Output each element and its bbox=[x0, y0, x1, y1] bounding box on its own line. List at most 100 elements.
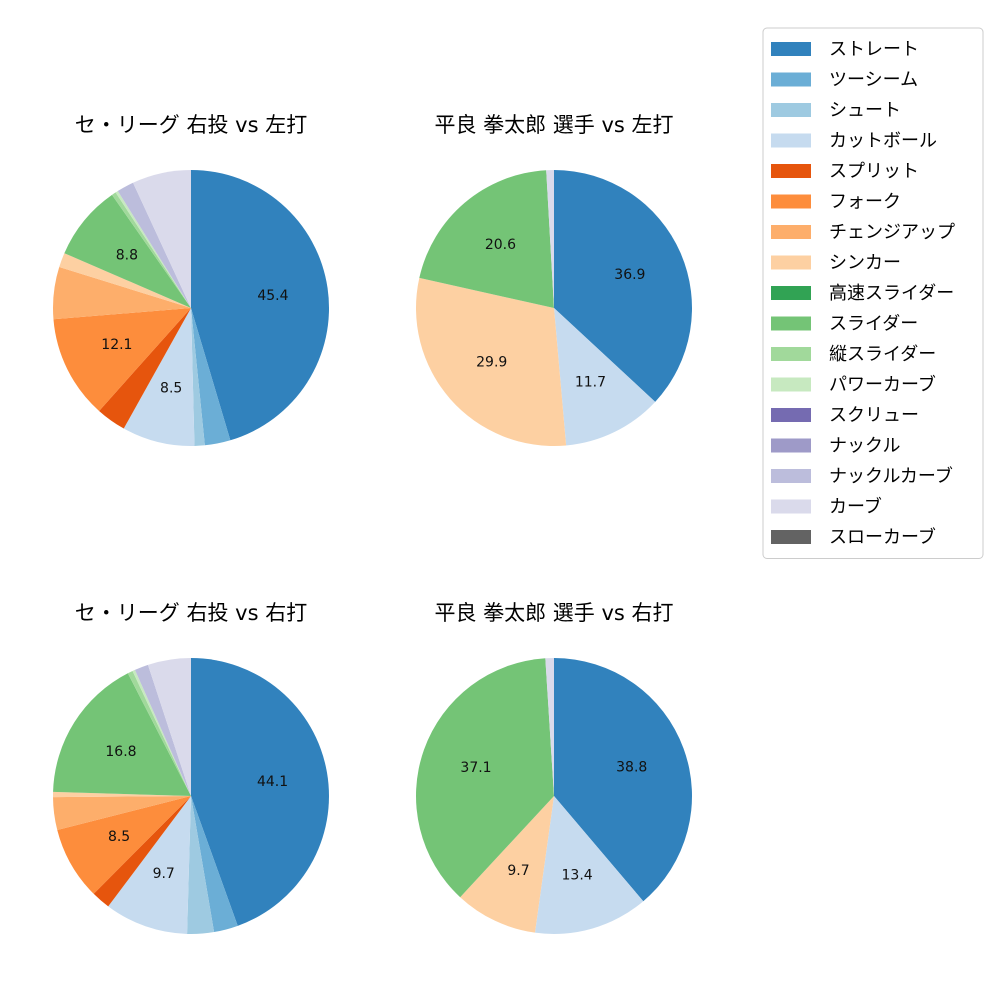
legend-swatch bbox=[771, 225, 811, 239]
legend-swatch bbox=[771, 530, 811, 544]
panel-title: セ・リーグ 右投 vs 右打 bbox=[75, 601, 307, 625]
slice-value-label: 9.7 bbox=[153, 866, 175, 882]
legend-swatch bbox=[771, 42, 811, 56]
slice-value-label: 8.5 bbox=[108, 829, 130, 845]
legend-swatch bbox=[771, 164, 811, 178]
pie-slice bbox=[546, 170, 554, 308]
legend-swatch bbox=[771, 316, 811, 331]
pie-slice bbox=[53, 673, 192, 796]
pie-slice bbox=[460, 796, 554, 933]
panel-title: 平良 拳太郎 選手 vs 左打 bbox=[434, 113, 673, 137]
legend-item: スライダー bbox=[771, 314, 918, 335]
slice-value-label: 13.4 bbox=[562, 868, 593, 884]
pie-slice bbox=[554, 658, 692, 902]
legend-item: スローカーブ bbox=[771, 526, 936, 548]
legend-item: ナックル bbox=[771, 436, 900, 457]
legend-label: スクリュー bbox=[829, 405, 919, 426]
pie-slice bbox=[554, 170, 692, 402]
pie-slice bbox=[147, 658, 191, 796]
legend: ストレートツーシームシュートカットボールスプリットフォークチェンジアップシンカー… bbox=[762, 27, 984, 559]
pie-slice bbox=[134, 664, 191, 796]
pie-slice bbox=[419, 170, 554, 308]
pie-slice bbox=[108, 796, 191, 934]
legend-label: スローカーブ bbox=[829, 526, 936, 548]
legend-swatch bbox=[771, 255, 811, 270]
slice-value-label: 8.5 bbox=[160, 380, 182, 396]
legend-item: カーブ bbox=[771, 496, 882, 518]
legend-swatch bbox=[771, 194, 811, 209]
slice-value-label: 36.9 bbox=[614, 267, 645, 283]
legend-item: シンカー bbox=[771, 253, 901, 274]
pie-slice bbox=[191, 308, 205, 446]
pie-slice bbox=[191, 308, 231, 446]
legend-item: ナックルカーブ bbox=[771, 465, 953, 487]
slice-value-label: 9.7 bbox=[507, 863, 529, 879]
pie-slice bbox=[127, 671, 191, 796]
slice-value-label: 44.1 bbox=[257, 774, 288, 790]
legend-swatch bbox=[771, 286, 811, 300]
legend-label: カットボール bbox=[829, 131, 937, 152]
pie-panel-1: セ・リーグ 右投 vs 左打 45.4 8.5 12.1 8.8 bbox=[53, 113, 330, 447]
panel-title: 平良 拳太郎 選手 vs 右打 bbox=[434, 601, 673, 625]
legend-item: パワーカーブ bbox=[771, 374, 936, 396]
legend-swatch bbox=[771, 469, 811, 483]
slice-value-label: 12.1 bbox=[101, 337, 132, 353]
pie-panel-3: セ・リーグ 右投 vs 右打 44.1 9.7 8.5 16.8 bbox=[52, 601, 329, 934]
pie-panel-2: 平良 拳太郎 選手 vs 左打 36.9 11.7 29.9 20.6 bbox=[415, 113, 692, 447]
legend-item: 縦スライダー bbox=[771, 344, 936, 365]
legend-item: シュート bbox=[771, 100, 901, 121]
legend-item: チェンジアップ bbox=[771, 222, 955, 243]
legend-item: フォーク bbox=[771, 192, 901, 213]
pie-slice bbox=[123, 308, 195, 447]
pie-slice bbox=[191, 170, 330, 441]
pie-slice bbox=[59, 253, 192, 308]
legend-label: スプリット bbox=[829, 161, 919, 182]
legend-item: ツーシーム bbox=[771, 70, 918, 91]
pie-slice bbox=[415, 277, 567, 447]
pie-slice bbox=[112, 192, 191, 308]
pie-slice bbox=[415, 658, 554, 898]
pie-slice bbox=[187, 796, 215, 934]
legend-label: カーブ bbox=[829, 496, 882, 518]
slice-value-label: 20.6 bbox=[485, 237, 516, 253]
legend-swatch bbox=[771, 438, 811, 453]
legend-swatch bbox=[771, 347, 811, 361]
legend-item: スプリット bbox=[771, 161, 919, 182]
legend-label: 縦スライダー bbox=[829, 344, 936, 365]
legend-swatch bbox=[771, 133, 811, 148]
slice-value-label: 16.8 bbox=[105, 744, 136, 760]
pie-slice bbox=[554, 308, 656, 446]
panel-title: セ・リーグ 右投 vs 左打 bbox=[75, 113, 307, 137]
pie-panels: セ・リーグ 右投 vs 左打 45.4 8.5 12.1 8.8 平良 拳太郎 選手 vs… bbox=[52, 113, 692, 934]
slice-value-label: 11.7 bbox=[575, 374, 606, 390]
slice-value-label: 45.4 bbox=[257, 288, 288, 304]
pie-slice bbox=[57, 796, 191, 894]
pie-slice bbox=[115, 191, 191, 308]
pie-slice bbox=[133, 170, 191, 308]
pie-slice bbox=[132, 669, 191, 796]
pie-slice bbox=[117, 182, 191, 308]
pie-slice bbox=[191, 796, 238, 933]
legend-label: チェンジアップ bbox=[829, 222, 955, 243]
legend-swatch bbox=[771, 408, 811, 422]
legend-item: 高速スライダー bbox=[771, 283, 954, 304]
slice-value-label: 38.8 bbox=[616, 759, 647, 775]
legend-item: カットボール bbox=[771, 131, 937, 152]
legend-label: パワーカーブ bbox=[829, 374, 936, 396]
legend-item: スクリュー bbox=[771, 405, 919, 426]
legend-swatch bbox=[771, 377, 811, 392]
legend-label: シンカー bbox=[829, 253, 901, 274]
pie-slice bbox=[53, 308, 192, 411]
pie-slice bbox=[64, 194, 191, 308]
legend-swatch bbox=[771, 72, 811, 87]
legend-item: ストレート bbox=[771, 39, 919, 60]
legend-label: フォーク bbox=[829, 192, 901, 213]
legend-label: ナックル bbox=[829, 436, 900, 457]
slice-value-label: 37.1 bbox=[460, 760, 491, 776]
legend-frame bbox=[762, 27, 984, 559]
slice-value-label: 29.9 bbox=[476, 355, 507, 371]
legend-label: スライダー bbox=[829, 314, 918, 335]
legend-label: ストレート bbox=[829, 39, 919, 60]
legend-label: ナックルカーブ bbox=[829, 465, 953, 487]
pie-slice bbox=[534, 796, 644, 934]
